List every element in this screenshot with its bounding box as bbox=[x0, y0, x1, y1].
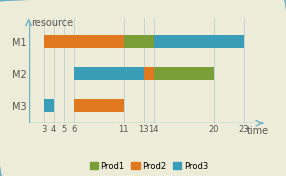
Bar bbox=[74, 67, 144, 80]
Bar bbox=[154, 35, 244, 48]
Bar bbox=[74, 99, 124, 112]
Bar bbox=[154, 67, 214, 80]
Legend: Prod1, Prod2, Prod3: Prod1, Prod2, Prod3 bbox=[86, 158, 211, 174]
Bar bbox=[43, 99, 53, 112]
Bar bbox=[144, 67, 154, 80]
Bar bbox=[124, 35, 154, 48]
Text: resource: resource bbox=[31, 18, 74, 28]
Bar bbox=[43, 35, 124, 48]
Text: time: time bbox=[247, 126, 269, 136]
